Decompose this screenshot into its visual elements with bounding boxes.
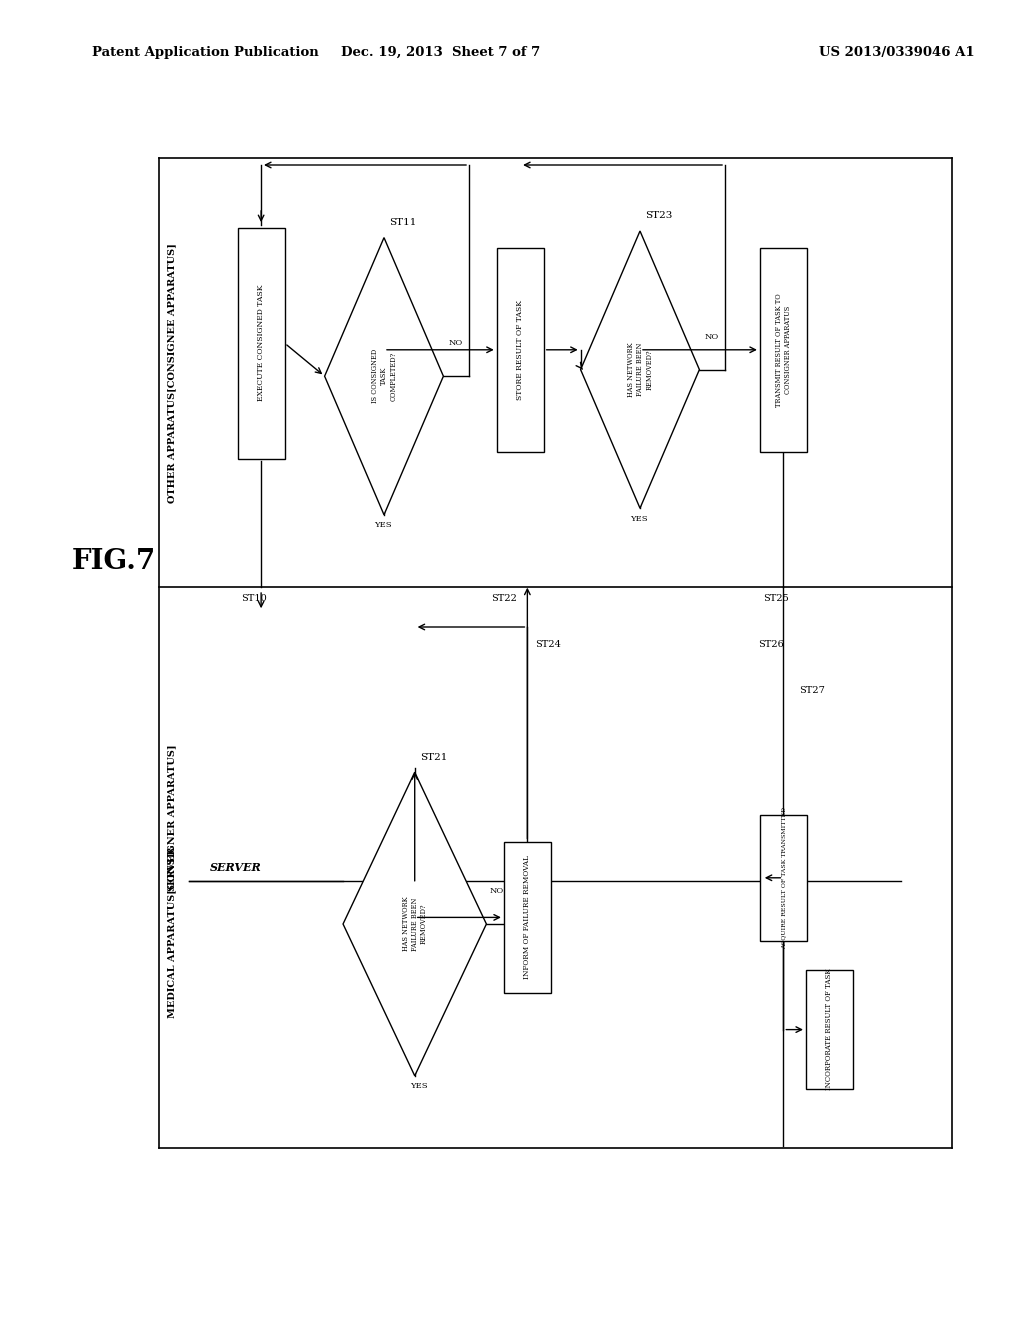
Text: US 2013/0339046 A1: US 2013/0339046 A1 <box>819 46 975 59</box>
Polygon shape <box>343 772 486 1076</box>
Text: ST27: ST27 <box>799 686 824 696</box>
Text: NO: NO <box>705 333 719 341</box>
Text: INCORPORATE RESULT OF TASK: INCORPORATE RESULT OF TASK <box>825 969 834 1090</box>
Text: Patent Application Publication: Patent Application Publication <box>92 46 318 59</box>
Text: YES: YES <box>630 515 647 523</box>
Text: Dec. 19, 2013  Sheet 7 of 7: Dec. 19, 2013 Sheet 7 of 7 <box>341 46 540 59</box>
Text: SERVER: SERVER <box>210 862 262 874</box>
Text: TRANSMIT RESULT OF TASK TO
CONSIGNER APPARATUS: TRANSMIT RESULT OF TASK TO CONSIGNER APP… <box>775 293 792 407</box>
Text: ST11: ST11 <box>389 218 417 227</box>
Text: YES: YES <box>374 521 391 529</box>
Text: HAS NETWORK
FAILURE BEEN
REMOVED?: HAS NETWORK FAILURE BEEN REMOVED? <box>401 896 428 952</box>
Text: ST23: ST23 <box>645 211 673 220</box>
Text: ACQUIRE RESULT OF TASK TRANSMITTED: ACQUIRE RESULT OF TASK TRANSMITTED <box>781 807 785 949</box>
Text: STORE RESULT OF TASK: STORE RESULT OF TASK <box>516 300 524 400</box>
Text: FIG.7: FIG.7 <box>72 548 156 574</box>
Text: ST10: ST10 <box>241 594 266 603</box>
Text: OTHER APPARATUS[CONSIGNEE APPARATUS]: OTHER APPARATUS[CONSIGNEE APPARATUS] <box>168 243 176 503</box>
Text: INFORM OF FAILURE REMOVAL: INFORM OF FAILURE REMOVAL <box>523 855 531 979</box>
Text: EXECUTE CONSIGNED TASK: EXECUTE CONSIGNED TASK <box>257 285 265 401</box>
Text: IS CONSIGNED
TASK
COMPLETED?: IS CONSIGNED TASK COMPLETED? <box>371 348 397 404</box>
Polygon shape <box>581 231 699 508</box>
Text: ST24: ST24 <box>536 640 561 649</box>
Text: ST25: ST25 <box>763 594 788 603</box>
Text: ST21: ST21 <box>420 752 447 762</box>
Text: ST26: ST26 <box>758 640 783 649</box>
Bar <box>760 248 807 451</box>
Polygon shape <box>325 238 443 515</box>
Text: SERVER: SERVER <box>168 845 176 891</box>
Bar <box>806 970 853 1089</box>
Text: HAS NETWORK
FAILURE BEEN
REMOVED?: HAS NETWORK FAILURE BEEN REMOVED? <box>627 342 653 397</box>
Bar <box>238 227 285 459</box>
Text: ST22: ST22 <box>492 594 517 603</box>
Bar <box>760 814 807 940</box>
Bar <box>504 842 551 993</box>
Text: YES: YES <box>410 1082 427 1090</box>
Text: NO: NO <box>489 887 504 895</box>
Text: NO: NO <box>449 339 463 347</box>
Bar <box>497 248 544 451</box>
Text: MEDICAL APPARATUS[CONSIGNER APPARATUS]: MEDICAL APPARATUS[CONSIGNER APPARATUS] <box>168 744 176 1018</box>
